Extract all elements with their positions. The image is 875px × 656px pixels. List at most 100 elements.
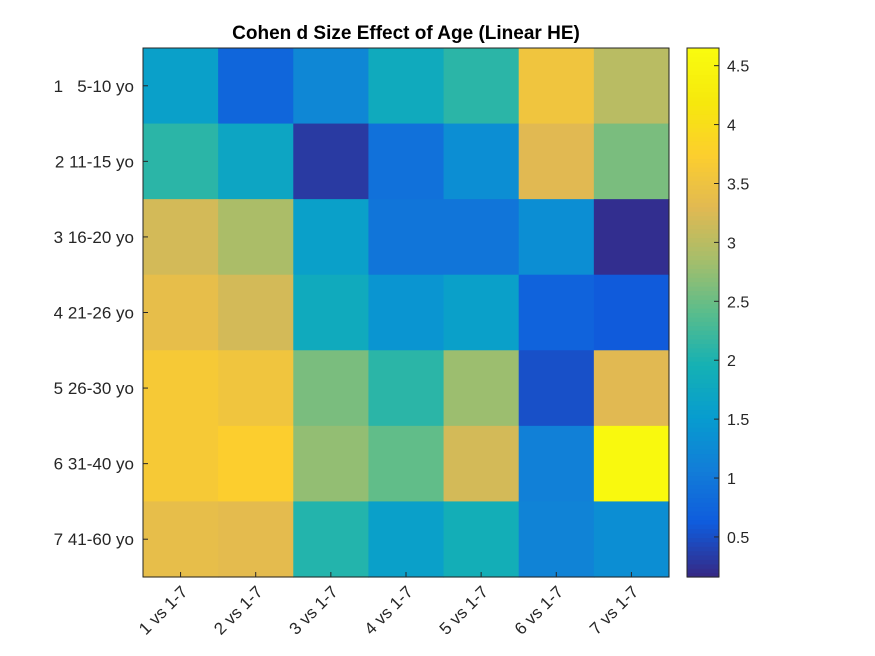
colorbar-segment bbox=[687, 431, 719, 437]
heatmap-cell-r4-c1 bbox=[143, 274, 219, 351]
colorbar-segment bbox=[687, 96, 719, 102]
colorbar-segment bbox=[687, 277, 719, 283]
heatmap-cell-r1-c4 bbox=[368, 48, 445, 125]
colorbar-segment bbox=[687, 308, 719, 314]
colorbar-segment bbox=[687, 369, 719, 375]
colorbar-segment bbox=[687, 74, 719, 80]
colorbar-segment bbox=[687, 65, 719, 71]
colorbar-tick-label: 4 bbox=[727, 118, 736, 135]
heatmap-cell-r3-c1 bbox=[143, 199, 219, 276]
colorbar-segment bbox=[687, 303, 719, 309]
heatmap-cell-r2-c2 bbox=[218, 123, 294, 200]
colorbar-segment bbox=[687, 444, 719, 450]
colorbar-segment bbox=[687, 387, 719, 393]
colorbar-segment bbox=[687, 321, 719, 327]
colorbar-segment bbox=[687, 100, 719, 106]
y-tick-label: 3 16-20 yo bbox=[54, 228, 134, 247]
colorbar-segment bbox=[687, 70, 719, 76]
colorbar-segment bbox=[687, 114, 719, 120]
colorbar-tick-label: 1 bbox=[727, 471, 736, 488]
colorbar-tick-label: 0.5 bbox=[727, 530, 749, 547]
colorbar-segment bbox=[687, 224, 719, 230]
heatmap-cell-r1-c1 bbox=[143, 48, 219, 125]
colorbar-segment bbox=[687, 215, 719, 221]
colorbar-segment bbox=[687, 413, 719, 419]
colorbar-segment bbox=[687, 554, 719, 560]
heatmap-cell-r5-c1 bbox=[143, 350, 219, 427]
heatmap-cell-r3-c4 bbox=[368, 199, 445, 276]
colorbar-segment bbox=[687, 272, 719, 278]
heatmap-cell-r2-c1 bbox=[143, 123, 219, 200]
colorbar-segment bbox=[687, 360, 719, 366]
colorbar-tick-label: 2.5 bbox=[727, 294, 749, 311]
colorbar-segment bbox=[687, 290, 719, 296]
heatmap-cell-r4-c2 bbox=[218, 274, 294, 351]
colorbar-segment bbox=[687, 158, 719, 164]
colorbar-segment bbox=[687, 435, 719, 441]
heatmap-cell-r4-c7 bbox=[593, 274, 670, 351]
colorbar-tick-label: 3 bbox=[727, 235, 736, 252]
colorbar-segment bbox=[687, 400, 719, 406]
colorbar-segment bbox=[687, 56, 719, 62]
y-tick-labels: 1 5-10 yo 2 11-15 yo 3 16-20 yo 4 21-26 yo 5… bbox=[54, 77, 148, 549]
colorbar-tick-label: 3.5 bbox=[727, 176, 749, 193]
colorbar-segment bbox=[687, 312, 719, 318]
x-tick-label: 3 vs 1-7 bbox=[285, 582, 341, 638]
colorbar-segment bbox=[687, 325, 719, 331]
colorbar-segment bbox=[687, 52, 719, 58]
heatmap-cell-r6-c7 bbox=[593, 425, 670, 503]
colorbar-segment bbox=[687, 118, 719, 124]
colorbar-segment bbox=[687, 405, 719, 411]
colorbar-segment bbox=[687, 83, 719, 89]
colorbar-segment bbox=[687, 167, 719, 173]
heatmap-cell-r1-c3 bbox=[293, 48, 370, 125]
colorbar-segment bbox=[687, 524, 719, 530]
colorbar-segment bbox=[687, 299, 719, 305]
colorbar-segment bbox=[687, 211, 719, 217]
colorbar-segment bbox=[687, 409, 719, 415]
colorbar-segment bbox=[687, 541, 719, 547]
colorbar-segment bbox=[687, 228, 719, 234]
heatmap-cell-r2-c4 bbox=[368, 123, 445, 200]
colorbar-segment bbox=[687, 457, 719, 463]
colorbar-segment bbox=[687, 193, 719, 199]
colorbar-segment bbox=[687, 92, 719, 98]
colorbar-segment bbox=[687, 189, 719, 195]
colorbar-segment bbox=[687, 550, 719, 556]
colorbar-segment bbox=[687, 563, 719, 569]
y-tick-label: 2 11-15 yo bbox=[55, 152, 134, 171]
colorbar-segment bbox=[687, 515, 719, 521]
colorbar-segment bbox=[687, 383, 719, 389]
colorbar-segment bbox=[687, 568, 719, 574]
heatmap-cell-r6-c6 bbox=[518, 425, 595, 503]
colorbar-segment bbox=[687, 109, 719, 115]
colorbar-segment bbox=[687, 453, 719, 459]
y-tick-label: 5 26-30 yo bbox=[54, 379, 134, 398]
heatmap-cell-r7-c3 bbox=[293, 501, 370, 578]
colorbar-segment bbox=[687, 466, 719, 472]
colorbar-segment bbox=[687, 440, 719, 446]
heatmap-cell-r5-c6 bbox=[518, 350, 595, 427]
colorbar-segment bbox=[687, 528, 719, 534]
colorbar-segment bbox=[687, 484, 719, 490]
colorbar-segment bbox=[687, 532, 719, 538]
colorbar-segment bbox=[687, 294, 719, 300]
colorbar-segment bbox=[687, 127, 719, 133]
heatmap-cell-r1-c2 bbox=[218, 48, 294, 125]
colorbar-segment bbox=[687, 281, 719, 287]
colorbar-segment bbox=[687, 352, 719, 358]
colorbar-segment bbox=[687, 546, 719, 552]
x-tick-label: 5 vs 1-7 bbox=[436, 582, 492, 638]
y-tick-label: 4 21-26 yo bbox=[54, 303, 134, 322]
heatmap-cell-r4-c5 bbox=[443, 274, 520, 351]
heatmap-cell-r2-c3 bbox=[293, 123, 370, 200]
colorbar-segment bbox=[687, 347, 719, 353]
heatmap-cell-r5-c7 bbox=[593, 350, 670, 427]
colorbar-tick-label: 4.5 bbox=[727, 59, 749, 76]
colorbar-segment bbox=[687, 184, 719, 190]
heatmap-cell-r7-c5 bbox=[443, 501, 520, 578]
colorbar-segment bbox=[687, 510, 719, 516]
heatmap-cell-r1-c5 bbox=[443, 48, 520, 125]
colorbar-segment bbox=[687, 356, 719, 362]
colorbar-segment bbox=[687, 497, 719, 503]
